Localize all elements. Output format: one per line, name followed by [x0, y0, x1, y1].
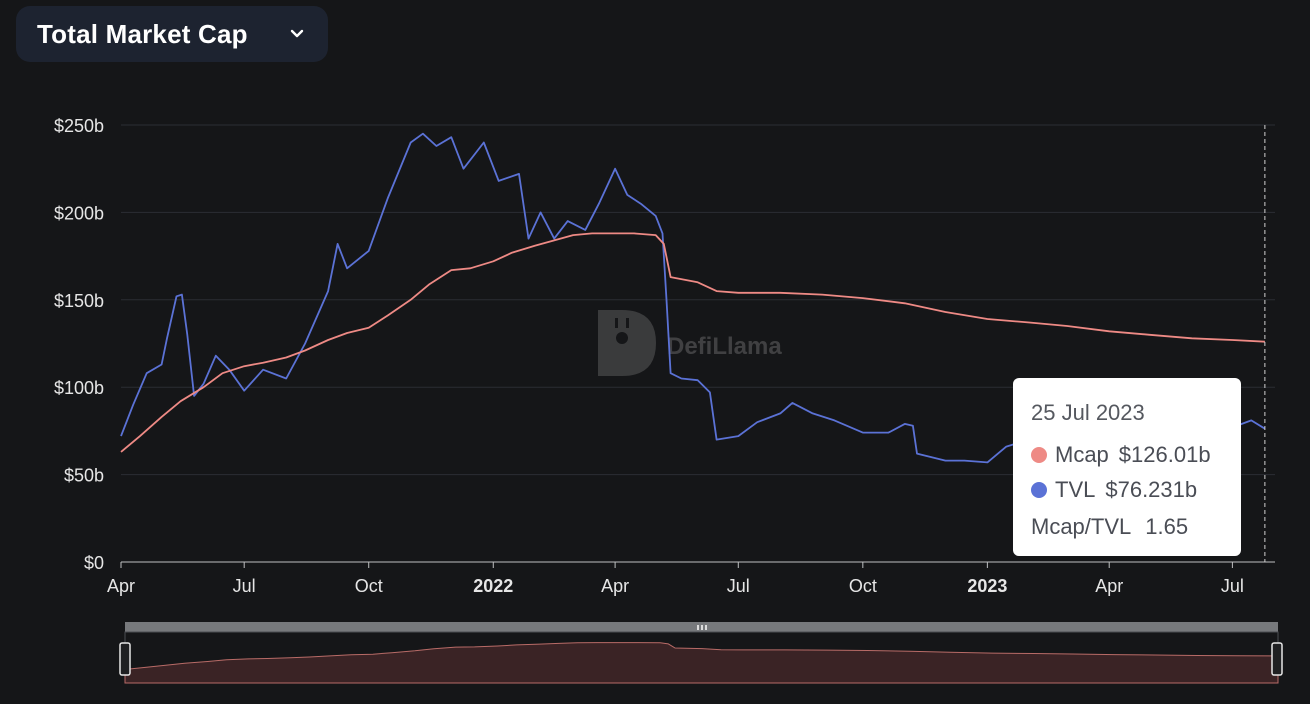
- y-tick-label: $0: [84, 553, 104, 573]
- x-tick-label: Apr: [601, 576, 629, 596]
- x-axis: Apr Jul Oct 2022 Apr Jul Oct 2023 Apr Jul: [107, 562, 1244, 596]
- range-slider-right-handle[interactable]: [1271, 642, 1283, 676]
- y-tick-label: $50b: [64, 466, 104, 486]
- x-tick-label: Jul: [233, 576, 256, 596]
- metric-selector[interactable]: Total Market Cap: [16, 6, 328, 62]
- x-tick-label: Jul: [727, 576, 750, 596]
- tooltip-mcap-name: Mcap: [1055, 441, 1109, 467]
- mcap-dot-icon: [1031, 446, 1047, 463]
- x-tick-label: Oct: [849, 576, 877, 596]
- range-slider-preview: [124, 642, 1279, 684]
- tvl-dot-icon: [1031, 481, 1047, 498]
- x-tick-label: Apr: [107, 576, 135, 596]
- tooltip-date: 25 Jul 2023: [1031, 400, 1145, 425]
- tooltip-ratio-value: 1.65: [1145, 514, 1189, 539]
- series-lines: [120, 132, 1266, 464]
- tooltip-ratio-name: Mcap/TVL: [1031, 514, 1132, 539]
- defillama-watermark: DefiLlama: [598, 310, 782, 376]
- range-slider[interactable]: [119, 622, 1283, 684]
- tooltip-row-tvl: TVL $76.231b: [1031, 472, 1223, 507]
- x-tick-label: Apr: [1095, 576, 1123, 596]
- tooltip-tvl-value: $76.231b: [1105, 476, 1198, 502]
- x-tick-label: Oct: [355, 576, 383, 596]
- y-tick-label: $250b: [54, 116, 104, 136]
- llama-logo-icon: [598, 310, 656, 376]
- x-tick-label: 2022: [473, 576, 513, 596]
- tooltip-ratio-row: Mcap/TVL 1.65: [1031, 507, 1223, 547]
- y-tick-label: $100b: [54, 378, 104, 398]
- tooltip-mcap-value: $126.01b: [1118, 441, 1211, 467]
- chart-tooltip: 25 Jul 2023 Mcap $126.01b TVL $76.231b M…: [1013, 378, 1241, 556]
- x-tick-label: 2023: [967, 576, 1007, 596]
- mcap-line: [120, 232, 1265, 453]
- y-tick-label: $200b: [54, 203, 104, 223]
- metric-selector-label: Total Market Cap: [37, 18, 248, 49]
- range-slider-grip-icon[interactable]: [697, 625, 707, 630]
- watermark-text: DefiLlama: [667, 333, 782, 360]
- tooltip-row-mcap: Mcap $126.01b: [1031, 437, 1223, 472]
- y-tick-label: $150b: [54, 291, 104, 311]
- chevron-down-icon[interactable]: [288, 25, 306, 43]
- y-axis: $0 $50b $100b $150b $200b $250b: [54, 116, 1275, 573]
- x-tick-label: Jul: [1221, 576, 1244, 596]
- tooltip-tvl-name: TVL: [1055, 476, 1096, 502]
- tvl-line: [120, 132, 1266, 464]
- range-slider-left-handle[interactable]: [119, 642, 131, 676]
